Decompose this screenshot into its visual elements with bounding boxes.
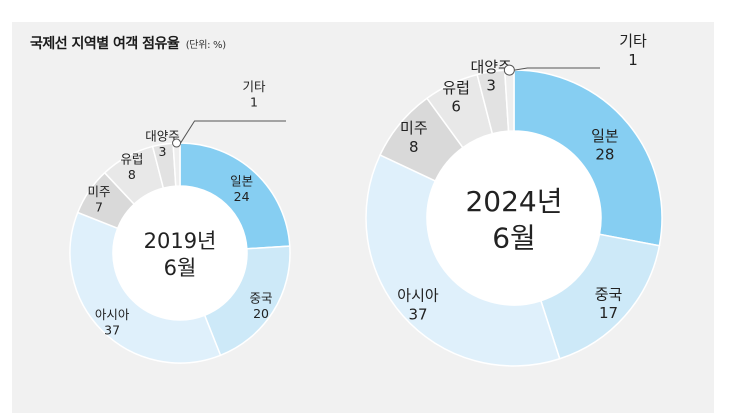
- chart-unit: (단위: %): [185, 40, 226, 51]
- slice-label-value: 1: [628, 51, 638, 69]
- slice-label-name: 기타: [242, 79, 266, 94]
- slice-label-name: 아시아: [95, 307, 130, 322]
- callout-line: [514, 67, 600, 71]
- slice-label-name: 유럽: [442, 79, 470, 97]
- slice-label-name: 미주: [400, 119, 428, 137]
- slice-label-name: 중국: [250, 290, 273, 305]
- center-label: 6월: [492, 221, 536, 254]
- callout-dot: [503, 64, 515, 76]
- slice-label-name: 중국: [595, 285, 623, 303]
- slice-label-value: 8: [128, 167, 136, 182]
- slice-label-name: 미주: [87, 184, 110, 199]
- center-label: 6월: [164, 256, 197, 280]
- donut-hole: [113, 186, 247, 320]
- slice-label-value: 6: [451, 98, 461, 116]
- slice-label-name: 대양주: [145, 128, 180, 143]
- slice-label-value: 20: [253, 306, 269, 321]
- center-label: 2019년: [144, 229, 217, 253]
- slice-label-value: 3: [159, 144, 167, 159]
- callout-line: [180, 120, 286, 144]
- slice-label-value: 24: [234, 189, 250, 204]
- slice-label-value: 1: [250, 95, 258, 110]
- donut-hole: [427, 131, 601, 305]
- slice-label-name: 일본: [591, 127, 619, 145]
- chart-title: 국제선 지역별 여객 점유율 (단위: %): [30, 33, 226, 53]
- slice-label-name: 아시아: [397, 287, 439, 305]
- slice-label-name: 일본: [230, 173, 253, 188]
- slice-label-value: 8: [409, 138, 419, 156]
- slice-label-value: 28: [595, 146, 614, 164]
- slice-label-value: 3: [486, 77, 496, 95]
- slice-label-value: 7: [95, 200, 103, 215]
- slice-label-value: 37: [408, 305, 427, 323]
- center-label: 2024년: [465, 185, 562, 218]
- callout-dot: [172, 138, 182, 148]
- slice-label-value: 17: [599, 304, 618, 322]
- chart-title-text: 국제선 지역별 여객 점유율: [30, 36, 180, 52]
- slice-label-name: 대양주: [470, 58, 511, 76]
- slice-label-name: 기타: [619, 32, 647, 50]
- slice-label-value: 37: [104, 323, 120, 338]
- slice-label-name: 유럽: [120, 151, 143, 166]
